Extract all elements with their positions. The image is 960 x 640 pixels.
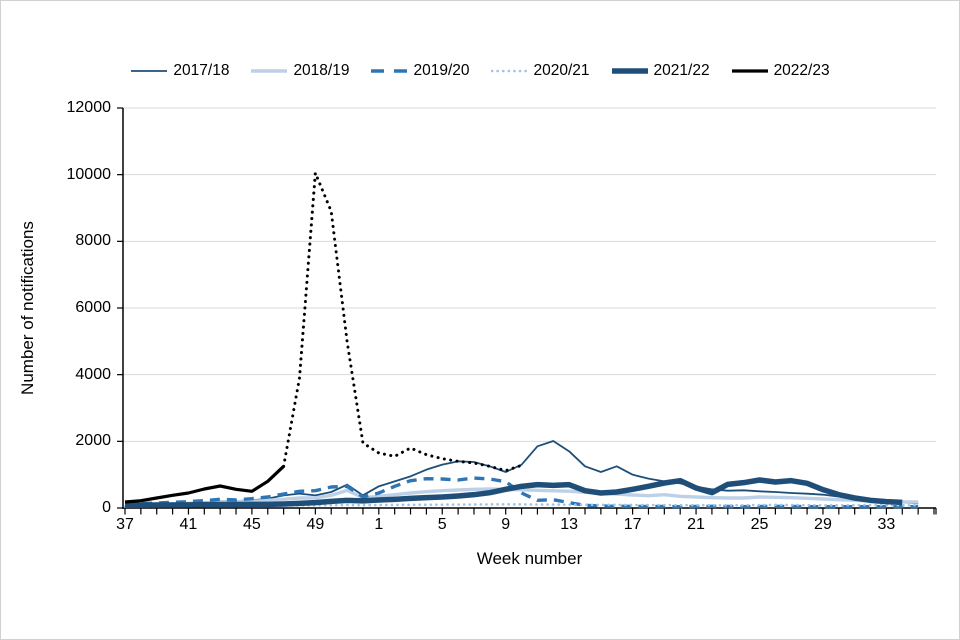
legend-label: 2018/19	[293, 62, 350, 79]
x-tick-label: 37	[116, 516, 134, 533]
series-line-2019-20	[124, 476, 919, 509]
legend-label: 2020/21	[533, 62, 590, 79]
x-tick-label: 1	[374, 516, 384, 533]
legend-label: 2021/22	[653, 62, 710, 79]
series-line-2021-22	[124, 477, 903, 509]
y-tick-label: 2000	[75, 432, 111, 450]
legend-item-2018-19: 2018/19	[250, 62, 349, 80]
chart-legend: 2017/18 2018/19 2019/20 2020/21 2021/22 2022/…	[1, 62, 959, 80]
legend-item-2017-18: 2017/18	[130, 62, 229, 80]
legend-item-2020-21: 2020/21	[490, 62, 590, 80]
legend-item-2022-23: 2022/23	[731, 62, 830, 80]
legend-label: 2019/20	[413, 62, 470, 79]
y-tick-label: 6000	[75, 299, 111, 316]
x-tick-label: 25	[750, 516, 769, 533]
x-tick-label: 45	[242, 516, 261, 533]
legend-item-2021-22: 2021/22	[611, 62, 710, 80]
x-tick-label: 21	[687, 516, 705, 533]
x-tick-label: 29	[814, 516, 832, 533]
y-tick-label: 8000	[75, 232, 111, 250]
y-axis-title: Number of notifications	[18, 221, 37, 395]
y-tick-label: 12000	[66, 99, 112, 116]
y-tick-label: 4000	[75, 365, 111, 383]
legend-line-swatch	[731, 69, 768, 73]
series-line-2017-18	[124, 440, 919, 506]
series-line-2022-23-provisional-dotted	[282, 171, 524, 473]
legend-item-2019-20: 2019/20	[370, 62, 470, 80]
x-tick-label: 49	[306, 516, 325, 533]
legend-line-swatch	[131, 70, 168, 72]
y-tick-label: 0	[102, 499, 111, 516]
legend-label: 2017/18	[173, 62, 230, 79]
x-tick-label: 33	[877, 516, 896, 533]
legend-line-swatch	[490, 69, 529, 73]
x-tick-label: 17	[623, 516, 642, 533]
legend-line-swatch	[611, 68, 648, 74]
x-tick-label: 5	[437, 516, 447, 533]
x-axis-title: Week number	[476, 549, 583, 568]
legend-line-swatch	[251, 69, 288, 73]
x-tick-label: 9	[501, 516, 511, 533]
x-tick-label: 13	[560, 516, 579, 533]
series-line-2018-19	[124, 487, 919, 507]
x-tick-label: 41	[179, 516, 198, 533]
y-tick-label: 10000	[66, 165, 112, 183]
legend-line-swatch	[371, 69, 408, 73]
legend-label: 2022/23	[773, 62, 830, 79]
series-line-2022-23-solid	[124, 465, 285, 504]
